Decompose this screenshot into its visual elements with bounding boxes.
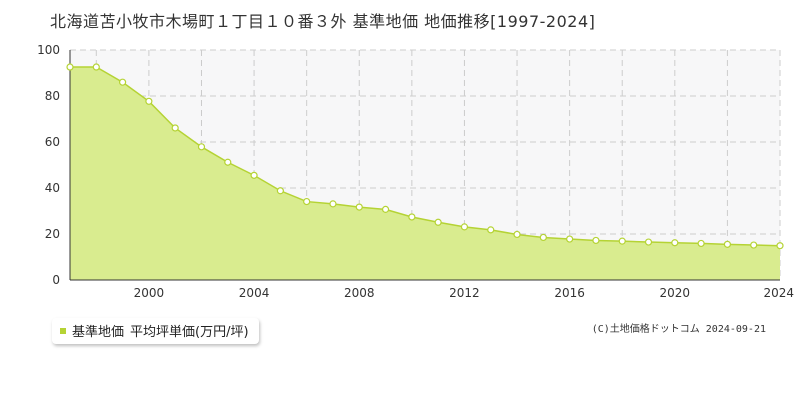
credit-text: (C)土地価格ドットコム 2024-09-21: [591, 324, 766, 335]
data-point: [171, 124, 179, 132]
data-point: [303, 197, 311, 206]
data-point: [408, 213, 416, 221]
data-point: [592, 236, 600, 245]
data-point: [487, 226, 495, 234]
data-point: [434, 218, 442, 226]
area-fill: [70, 67, 780, 281]
x-tick-label: 2020: [660, 286, 691, 300]
data-point: [276, 187, 284, 195]
legend: 基準地価 平均坪単価(万円/坪): [52, 318, 259, 344]
axes: [69, 50, 780, 281]
data-point: [197, 143, 206, 151]
x-tick-labels: 2000 2004 2008 2012 2016 2020 2024: [134, 286, 794, 300]
chart-title: 北海道苫小牧市木場町１丁目１０番３外 基準地価 地価推移[1997-2024]: [50, 12, 596, 31]
data-point: [118, 78, 127, 86]
y-tick-label: 100: [37, 43, 60, 57]
data-point: [539, 233, 547, 242]
data-point: [566, 235, 574, 243]
x-tick-label: 2004: [239, 286, 270, 300]
data-point: [355, 203, 363, 211]
data-point: [513, 230, 521, 239]
y-tick-label: 60: [45, 135, 60, 149]
data-point: [92, 63, 100, 71]
legend-sub-label: 平均坪単価(万円/坪): [130, 325, 249, 340]
x-tick-label: 2012: [449, 286, 480, 300]
series-line: [70, 66, 781, 247]
x-tick-label: 2000: [134, 286, 165, 300]
legend-swatch: [60, 327, 66, 334]
x-tick-label: 2024: [763, 286, 794, 300]
y-tick-label: 20: [45, 227, 60, 241]
area-series: [70, 66, 781, 281]
data-point: [750, 241, 758, 249]
x-tick-label: 2008: [344, 286, 375, 300]
y-tick-label: 0: [52, 273, 60, 287]
y-tick-label: 80: [45, 89, 60, 103]
data-point: [776, 242, 784, 250]
y-tick-label: 40: [45, 181, 60, 195]
data-point: [644, 238, 653, 246]
data-point: [381, 205, 390, 213]
data-point: [250, 171, 258, 179]
data-markers: [66, 63, 784, 250]
data-point: [329, 200, 337, 208]
data-point: [671, 239, 679, 247]
legend-label: 基準地価: [72, 325, 125, 340]
data-point: [145, 97, 153, 105]
y-tick-labels: 0 20 40 60 80 100: [37, 43, 60, 287]
data-point: [697, 239, 705, 248]
data-point: [460, 223, 469, 231]
x-tick-label: 2016: [554, 286, 585, 300]
data-point: [66, 63, 74, 71]
data-point: [224, 158, 232, 166]
data-point: [723, 240, 732, 248]
data-point: [618, 237, 626, 245]
